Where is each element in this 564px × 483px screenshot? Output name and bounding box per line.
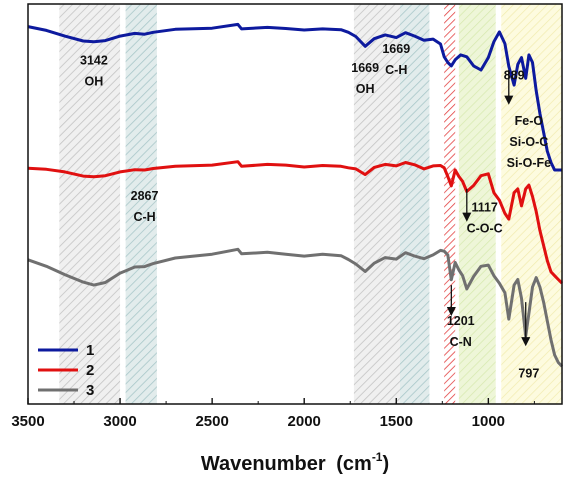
x-tick-label: 1500 (380, 413, 413, 430)
peak-annotation: 797 (518, 367, 539, 381)
highlight-region (444, 4, 456, 404)
peak-annotation: 1669 C-H (382, 42, 410, 77)
plot-frame (27, 3, 563, 405)
peak-annotation: 889 (504, 68, 525, 82)
series-line-1 (27, 22, 562, 172)
legend: 1 2 3 (38, 342, 94, 399)
peak-annotation: 1669 OH (351, 61, 379, 96)
series-line-3 (27, 247, 564, 368)
x-tick-label: 3000 (103, 413, 136, 430)
x-axis-title-close: ) (382, 453, 389, 475)
highlight-region (353, 4, 400, 404)
x-tick-label: 3500 (11, 413, 44, 430)
highlight-region (399, 4, 430, 404)
series-line-2 (27, 160, 564, 285)
peak-annotation: Fe-O Si-O-C Si-O-Fe (507, 114, 551, 170)
highlight-region (458, 4, 496, 404)
x-axis-ticks: 3500 3000 2500 2000 1500 1000 (11, 398, 535, 430)
x-tick-label: 1000 (472, 413, 505, 430)
peak-arrows (446, 70, 531, 347)
peak-annotation: 1117 C-O-C (467, 201, 503, 236)
spectra-lines (27, 22, 564, 368)
highlight-region (59, 4, 121, 404)
legend-label: 3 (86, 382, 94, 399)
legend-label: 2 (86, 362, 94, 379)
x-axis-title-sup: -1 (372, 450, 383, 464)
x-axis-title-main: Wavenumber (201, 453, 326, 475)
x-tick-label: 2500 (195, 413, 228, 430)
x-tick-label: 2000 (288, 413, 321, 430)
peak-annotation: 2867 C-H (131, 189, 159, 224)
x-axis-title-unit: (cm (336, 453, 372, 475)
legend-label: 1 (86, 342, 94, 359)
peak-annotation: 3142 OH (80, 53, 108, 88)
peak-annotation: 1201 C-N (447, 314, 475, 349)
x-axis-title: Wavenumber (cm-1) (201, 450, 389, 475)
highlight-region (125, 4, 157, 404)
